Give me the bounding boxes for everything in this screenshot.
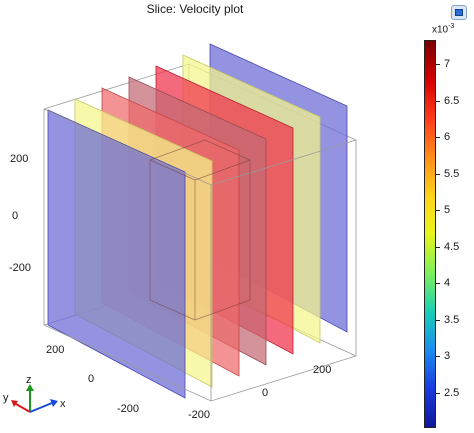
colorbar-tick-label: 3 (444, 350, 451, 362)
colorbar-tick (436, 173, 440, 175)
x-tick-label: -200 (188, 409, 210, 421)
plot-scene[interactable]: 200 0 -200 200 0 -200 -200 0 200 z x y (0, 0, 420, 433)
colorbar-tick-label: 6.5 (444, 94, 460, 107)
velocity-slices (47, 43, 348, 399)
colorbar-tick-label: 7 (444, 58, 451, 70)
colorbar-tick-label: 3.5 (444, 313, 460, 326)
axis-triad: z x y (3, 374, 66, 413)
colorbar-tick (436, 100, 440, 102)
colorbar-tick-label: 4.5 (444, 240, 460, 253)
y-tick-label: 0 (88, 373, 94, 385)
colorbar-tick-label: 5.5 (444, 167, 460, 180)
triad-x-label: x (60, 398, 66, 410)
y-tick-label: 200 (46, 344, 64, 356)
colorbar-tick (436, 246, 440, 248)
colorbar-tick (436, 137, 440, 138)
colorbar-tick (436, 319, 440, 321)
z-tick-label: 200 (10, 153, 28, 165)
colorbar-tick (436, 283, 440, 284)
plot-title: Slice: Velocity plot (146, 2, 244, 16)
colorbar-tick-label: 2.5 (444, 386, 460, 399)
x-tick-label: 200 (313, 364, 331, 376)
colorbar-tick-label: 4 (444, 277, 451, 289)
image-export-button[interactable] (451, 5, 467, 20)
colorbar-exponent: x10-3 (432, 23, 455, 36)
inner-object-outline (149, 139, 251, 321)
colorbar-legend (424, 40, 436, 428)
colorbar-tick (436, 356, 440, 357)
z-tick-label: 0 (12, 210, 18, 222)
colorbar-tick-label: 5 (444, 204, 451, 216)
triad-y-label: y (3, 392, 9, 404)
colorbar-tick (436, 210, 440, 211)
colorbar-tick (436, 392, 440, 394)
bounding-box-front (43, 108, 357, 402)
colorbar-tick (436, 64, 440, 65)
y-tick-label: -200 (117, 403, 139, 415)
z-tick-label: -200 (9, 262, 31, 274)
colorbar-tick-label: 6 (444, 131, 451, 143)
triad-z-label: z (26, 374, 32, 386)
x-tick-label: 0 (262, 387, 268, 399)
velocity-slice (47, 109, 186, 399)
image-export-icon (455, 9, 463, 16)
